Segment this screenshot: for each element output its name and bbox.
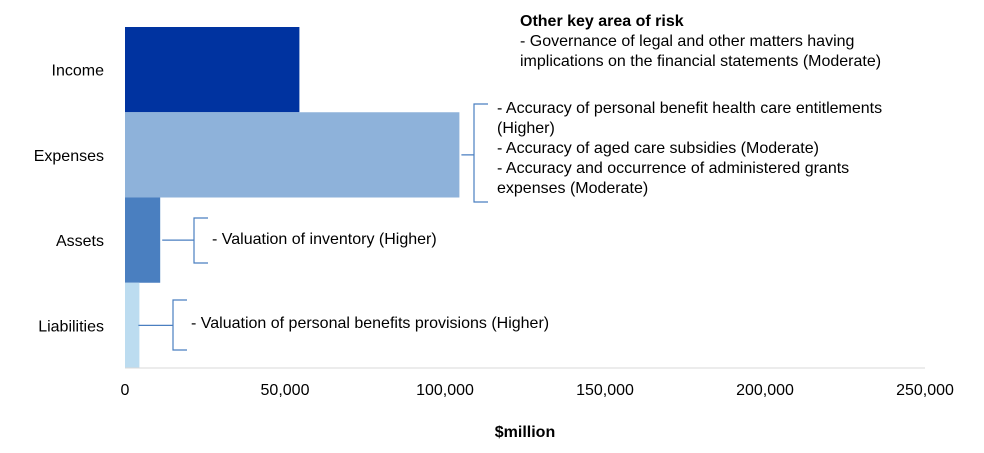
category-label: Income [52,63,105,80]
other-risk-block: Other key area of risk - Governance of l… [520,12,881,72]
bracket-assets [162,217,208,264]
annotation-brackets [138,103,488,351]
annotation-liabilities: - Valuation of personal benefits provisi… [191,314,549,334]
category-label: Assets [56,233,104,250]
annotation-assets: - Valuation of inventory (Higher) [212,230,437,250]
annotation-line: - Accuracy of aged care subsidies (Moder… [497,140,819,157]
bars [125,27,460,368]
x-tick-label: 100,000 [416,382,474,399]
bar-income [125,27,300,113]
other-risk-line: implications on the financial statements… [520,53,882,70]
x-tick-label: 200,000 [736,382,794,399]
other-risk-title: Other key area of risk [520,13,684,30]
annotation-line: expenses (Moderate) [497,180,649,197]
bar-assets [125,197,161,283]
annotation-line: - Valuation of inventory (Higher) [212,231,437,248]
x-tick-label: 50,000 [261,382,310,399]
category-label: Expenses [34,148,104,165]
annotation-line: - Valuation of personal benefits provisi… [191,315,550,332]
bracket-liabilities [138,299,187,351]
category-labels: Income Expenses Assets Liabilities [34,63,104,336]
other-risk-line: - Governance of legal and other matters … [520,33,855,50]
x-tick-label: 0 [121,382,130,399]
annotation-line: - Accuracy and occurrence of administere… [497,160,850,177]
x-axis-label: $million [495,424,555,441]
x-tick-label: 150,000 [576,382,634,399]
bracket-expenses [461,103,488,203]
annotation-expenses: - Accuracy of personal benefit health ca… [497,99,882,199]
x-tick-labels: 0 50,000 100,000 150,000 200,000 250,000 [121,382,954,399]
bar-expenses [125,112,460,198]
x-tick-label: 250,000 [896,382,954,399]
annotation-line: (Higher) [497,120,555,137]
bar-liabilities [125,282,140,368]
category-label: Liabilities [38,318,104,335]
annotation-line: - Accuracy of personal benefit health ca… [497,100,883,117]
